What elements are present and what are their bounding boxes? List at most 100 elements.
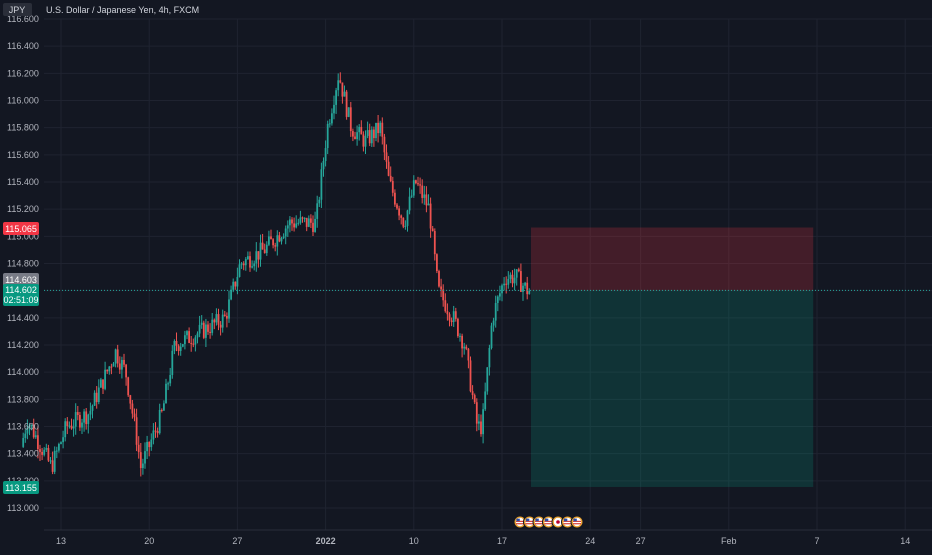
candle-body [181, 344, 184, 347]
candle-body [490, 325, 493, 349]
target-price-marker: 113.155 [3, 481, 39, 494]
candle-body [37, 435, 39, 450]
candle-body [261, 242, 264, 250]
candle-body [265, 244, 268, 254]
candle-body [423, 194, 426, 198]
flag-stripe [525, 520, 534, 522]
symbol-badge[interactable] [3, 3, 32, 16]
candle-body [492, 320, 495, 326]
y-tick-label: 116.200 [7, 68, 39, 78]
japan-flag-event-icon[interactable] [551, 515, 565, 529]
us-flag-event-icon[interactable] [523, 515, 536, 529]
candle-body [375, 122, 377, 139]
candle-body [274, 245, 277, 247]
candle-body [110, 366, 113, 368]
stop-loss-zone[interactable] [530, 227, 814, 291]
y-tick-label: 116.600 [7, 14, 39, 24]
economic-events[interactable] [513, 515, 584, 529]
flag-canton [516, 518, 520, 522]
candle-body [100, 379, 102, 388]
candle-body [408, 196, 411, 211]
us-flag-event-icon[interactable] [570, 515, 584, 529]
candle-body [528, 290, 531, 295]
candle-body [446, 311, 449, 315]
stop-marker-label: 115.065 [5, 224, 37, 234]
candle-body [475, 402, 478, 424]
candle-body [501, 285, 503, 294]
candle-body [436, 254, 438, 272]
y-tick-label: 115.200 [7, 204, 39, 214]
candle-body [494, 303, 497, 321]
candle-body [41, 451, 43, 455]
candle-body [158, 409, 161, 434]
candle-body [102, 379, 104, 389]
candle-body [312, 222, 314, 232]
candle-body [202, 322, 205, 338]
candle-body [226, 315, 228, 319]
candle-body [335, 90, 337, 105]
flag-stripe [544, 520, 553, 522]
x-tick-label: 13 [56, 536, 66, 546]
candle-body [398, 208, 400, 216]
candle-body [127, 377, 130, 396]
y-tick-label: 114.000 [7, 367, 39, 377]
candle-body [121, 359, 123, 370]
candle-body [240, 263, 243, 265]
candle-body [70, 425, 73, 429]
candle-body [417, 183, 419, 185]
candle-body [442, 289, 445, 301]
candle-body [51, 460, 54, 472]
candle-body [341, 82, 344, 97]
x-tick-label: 20 [144, 536, 154, 546]
us-flag-event-icon[interactable] [542, 515, 555, 529]
target-marker-bg [3, 481, 39, 494]
candle-body [188, 331, 190, 343]
candle-body [81, 422, 83, 428]
candle-body [360, 126, 363, 135]
long-position-tool[interactable] [530, 227, 814, 487]
candle-body [345, 91, 348, 117]
candle-body [328, 123, 331, 125]
candle-body [154, 430, 157, 432]
candle-body [356, 132, 358, 140]
candle-body [427, 203, 430, 206]
candle-body [108, 366, 111, 372]
flag-stripe [535, 523, 543, 525]
candle-body [486, 367, 489, 392]
y-tick-label: 115.400 [7, 177, 39, 187]
candle-body [270, 236, 272, 240]
flag-stripe [563, 523, 572, 525]
candle-body [106, 369, 109, 372]
candle-body [471, 391, 474, 396]
candle-body [276, 235, 279, 247]
candle-body [83, 411, 85, 423]
candle-body [200, 322, 203, 325]
flag-stripe [544, 523, 553, 525]
candle-body [49, 460, 52, 462]
candle-body [221, 314, 224, 328]
y-tick-label: 115.000 [7, 231, 39, 241]
time-axis[interactable]: 132027202210172427Feb71421 [44, 529, 932, 546]
candle-body [522, 285, 524, 292]
candle-body [438, 271, 440, 287]
candle-body [150, 439, 153, 448]
candle-body [385, 152, 388, 162]
candle-body [440, 286, 442, 290]
candle-body [412, 180, 415, 196]
candle-body [503, 283, 505, 286]
candle-body [404, 225, 407, 227]
candle-body [74, 412, 77, 427]
candle-body [123, 359, 125, 365]
candle-body [125, 364, 127, 378]
flag-canton [535, 518, 539, 522]
candle-body [133, 413, 136, 418]
y-tick-label: 113.600 [7, 422, 39, 432]
y-tick-label: 116.000 [7, 96, 39, 106]
candle-body [343, 91, 346, 97]
y-tick-label: 115.600 [7, 150, 39, 160]
candle-body [452, 311, 455, 323]
flag-stripe [573, 523, 581, 525]
take-profit-zone[interactable] [530, 290, 814, 487]
